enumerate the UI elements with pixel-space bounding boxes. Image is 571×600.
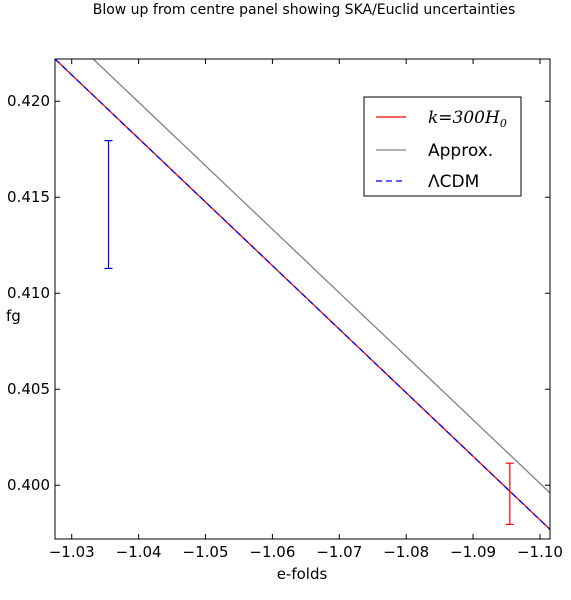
legend-label-k300: k=300H0 [428,108,507,130]
y-tick-label: 0.420 [7,92,50,110]
legend-label-approx: Approx. [428,141,493,161]
series-line-2 [92,59,550,494]
x-tick-label: −1.03 [49,543,95,561]
x-tick-label: −1.06 [249,543,295,561]
x-tick-label: −1.05 [183,543,229,561]
x-tick-label: −1.08 [383,543,429,561]
x-tick-label: −1.09 [450,543,496,561]
x-tick-label: −1.04 [116,543,162,561]
y-axis-label: fg [6,307,21,325]
chart-title: Blow up from centre panel showing SKA/Eu… [93,2,516,18]
y-tick-label: 0.405 [7,380,50,398]
x-axis-label: e-folds [277,565,328,583]
x-tick-label: −1.07 [316,543,362,561]
y-tick-label: 0.410 [7,284,50,302]
series-line-1 [55,59,550,530]
legend-box [363,96,522,197]
legend-label-lcdm: ΛCDM [428,172,479,192]
tick-layer: −1.03 −1.04 −1.05 −1.06 −1.07 −1.08 −1.09 −1.10… [7,59,563,561]
x-tick-label: −1.10 [517,543,563,561]
y-tick-label: 0.400 [7,476,50,494]
legend: k=300H0 Approx. ΛCDM [363,96,522,197]
errorbar-layer [104,140,514,526]
plot-frame [54,58,551,540]
series-layer [55,59,550,530]
y-tick-label: 0.415 [7,188,50,206]
